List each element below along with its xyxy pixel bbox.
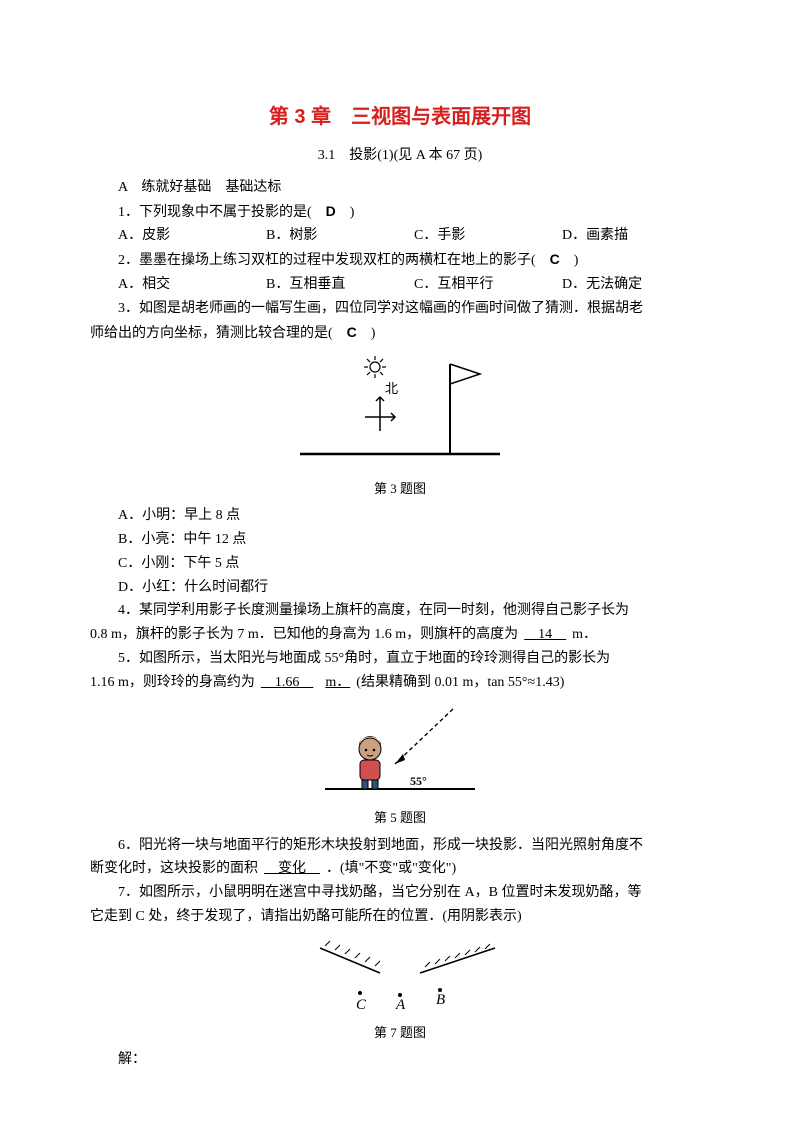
q1-choices: A．皮影 B．树影 C．手影 D．画素描: [90, 224, 710, 248]
q6-l2b: ．(填"不变"或"变化"): [326, 861, 456, 876]
q2-close: ): [560, 253, 579, 268]
q6-l2: 断变化时，这块投影的面积 变化 ．(填"不变"或"变化"): [90, 857, 710, 881]
q3-svg: 北: [290, 349, 510, 469]
q1-choice-a: A．皮影: [118, 224, 266, 248]
q1-choice-c: C．手影: [414, 224, 562, 248]
q7-answer-label: 解：: [90, 1048, 710, 1072]
q2-choice-a: A．相交: [118, 273, 266, 297]
q4-l2b: m．: [572, 627, 597, 642]
q3-stem-l2: 师给出的方向坐标，猜测比较合理的是( C ): [90, 321, 710, 346]
q3-choice-c: C．小刚：下午 5 点: [90, 552, 710, 576]
page: 第 3 章 三视图与表面展开图 3.1 投影(1)(见 A 本 67 页) A …: [0, 0, 800, 1111]
q6-answer: 变化: [258, 861, 326, 876]
q3-caption: 第 3 题图: [90, 478, 710, 500]
q3-stem-l1: 3．如图是胡老师画的一幅写生画，四位同学对这幅画的作画时间做了猜测．根据胡老: [90, 297, 710, 321]
q5-l1: 5．如图所示，当太阳光与地面成 55°角时，直立于地面的玲玲测得自己的影长为: [90, 647, 710, 671]
q2-answer: C: [550, 251, 560, 267]
q7-svg: C A B: [280, 933, 520, 1013]
q5-l2b: m．: [319, 675, 356, 690]
q1-text: 1．下列现象中不属于投影的是(: [118, 205, 326, 220]
q3-choice-d: D．小红：什么时间都行: [90, 576, 710, 600]
label-c: C: [356, 997, 367, 1013]
q3-choice-a: A．小明：早上 8 点: [90, 504, 710, 528]
q5-caption: 第 5 题图: [90, 807, 710, 829]
q3-close: ): [357, 326, 376, 341]
q3-figure: 北 第 3 题图: [90, 349, 710, 500]
q2-choice-c: C．互相平行: [414, 273, 562, 297]
q4-l1: 4．某同学利用影子长度测量操场上旗杆的高度，在同一时刻，他测得自己影子长为: [90, 599, 710, 623]
q1-close: ): [336, 205, 355, 220]
q5-svg: 55°: [315, 699, 485, 799]
q7-caption: 第 7 题图: [90, 1022, 710, 1044]
q1-choice-b: B．树影: [266, 224, 414, 248]
q3-text2: 师给出的方向坐标，猜测比较合理的是(: [90, 326, 347, 341]
north-label: 北: [385, 381, 398, 396]
sun-icon: [364, 356, 386, 378]
q2-choices: A．相交 B．互相垂直 C．互相平行 D．无法确定: [90, 273, 710, 297]
q7-l2: 它走到 C 处，终于发现了，请指出奶酪可能所在的位置．(用阴影表示): [90, 905, 710, 929]
q4-l2a: 0.8 m，旗杆的影子长为 7 m．已知他的身高为 1.6 m，则旗杆的高度为: [90, 627, 518, 642]
q1-stem: 1．下列现象中不属于投影的是( D ): [90, 200, 710, 225]
q2-text: 2．墨墨在操场上练习双杠的过程中发现双杠的两横杠在地上的影子(: [118, 253, 550, 268]
section-subtitle: 3.1 投影(1)(见 A 本 67 页): [90, 144, 710, 168]
q3-choice-b: B．小亮：中午 12 点: [90, 528, 710, 552]
q1-choice-d: D．画素描: [562, 224, 710, 248]
q4-l2: 0.8 m，旗杆的影子长为 7 m．已知他的身高为 1.6 m，则旗杆的高度为 …: [90, 623, 710, 647]
q5-l2a: 1.16 m，则玲玲的身高约为: [90, 675, 255, 690]
q2-choice-b: B．互相垂直: [266, 273, 414, 297]
label-b: B: [436, 992, 445, 1008]
q5-answer: 1.66: [255, 675, 320, 690]
label-a: A: [395, 997, 406, 1013]
q1-answer: D: [326, 203, 336, 219]
q5-l2c: (结果精确到 0.01 m，tan 55°≈1.43): [356, 675, 564, 690]
q2-stem: 2．墨墨在操场上练习双杠的过程中发现双杠的两横杠在地上的影子( C ): [90, 248, 710, 273]
q7-figure: C A B 第 7 题图: [90, 933, 710, 1044]
q6-l1: 6．阳光将一块与地面平行的矩形木块投射到地面，形成一块投影．当阳光照射角度不: [90, 834, 710, 858]
chapter-title: 第 3 章 三视图与表面展开图: [90, 100, 710, 134]
section-a-header: A 练就好基础 基础达标: [90, 176, 710, 200]
angle-label: 55°: [410, 774, 427, 788]
q4-answer: 14: [518, 627, 572, 642]
q2-choice-d: D．无法确定: [562, 273, 710, 297]
q5-l2: 1.16 m，则玲玲的身高约为 1.66 m．(结果精确到 0.01 m，tan…: [90, 671, 710, 695]
q6-l2a: 断变化时，这块投影的面积: [90, 861, 258, 876]
q5-figure: 55° 第 5 题图: [90, 699, 710, 830]
q3-answer: C: [347, 324, 357, 340]
q7-l1: 7．如图所示，小鼠明明在迷宫中寻找奶酪，当它分别在 A，B 位置时未发现奶酪，等: [90, 881, 710, 905]
